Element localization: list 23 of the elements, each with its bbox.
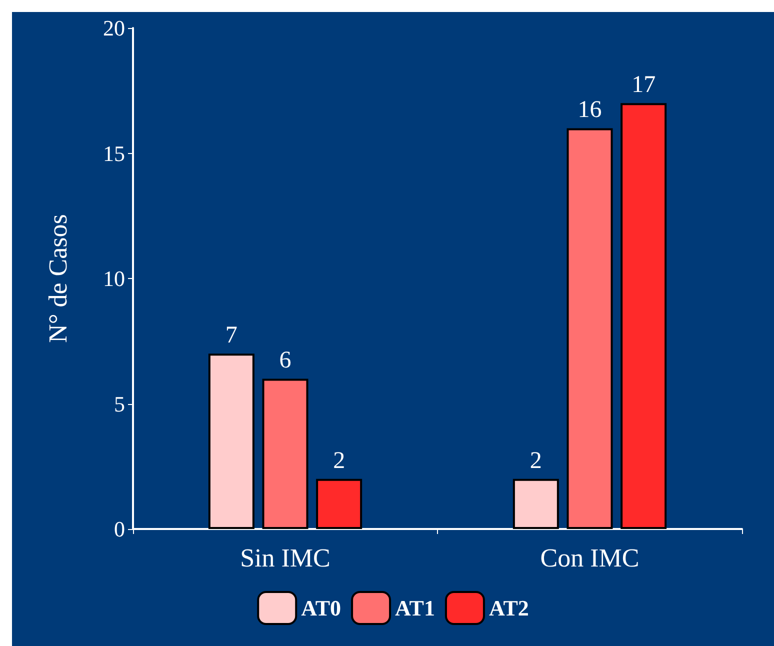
data-label: 17	[632, 72, 656, 98]
legend-label: AT1	[395, 596, 435, 620]
data-label: 16	[578, 97, 602, 124]
bar	[620, 103, 667, 529]
y-tick-label: 10	[103, 266, 125, 291]
bar	[208, 354, 254, 529]
y-axis-title: N° de Casos	[44, 214, 72, 343]
y-tick-label: 15	[103, 140, 125, 166]
bar	[316, 478, 362, 529]
y-tick-label: 20	[103, 16, 125, 40]
data-label: 2	[333, 448, 346, 474]
x-tick-label: Con IMC	[540, 544, 640, 572]
bar	[512, 478, 559, 529]
bar	[566, 128, 613, 529]
y-tick-label: 5	[114, 391, 125, 416]
x-tick-label: Sin IMC	[240, 544, 330, 572]
legend-label: AT0	[301, 596, 342, 620]
legend-label: AT2	[488, 596, 529, 620]
data-label: 7	[225, 322, 238, 349]
y-tick-label: 0	[114, 516, 125, 542]
data-label: 2	[530, 448, 542, 474]
bar	[262, 378, 308, 529]
data-label: 6	[279, 348, 292, 374]
